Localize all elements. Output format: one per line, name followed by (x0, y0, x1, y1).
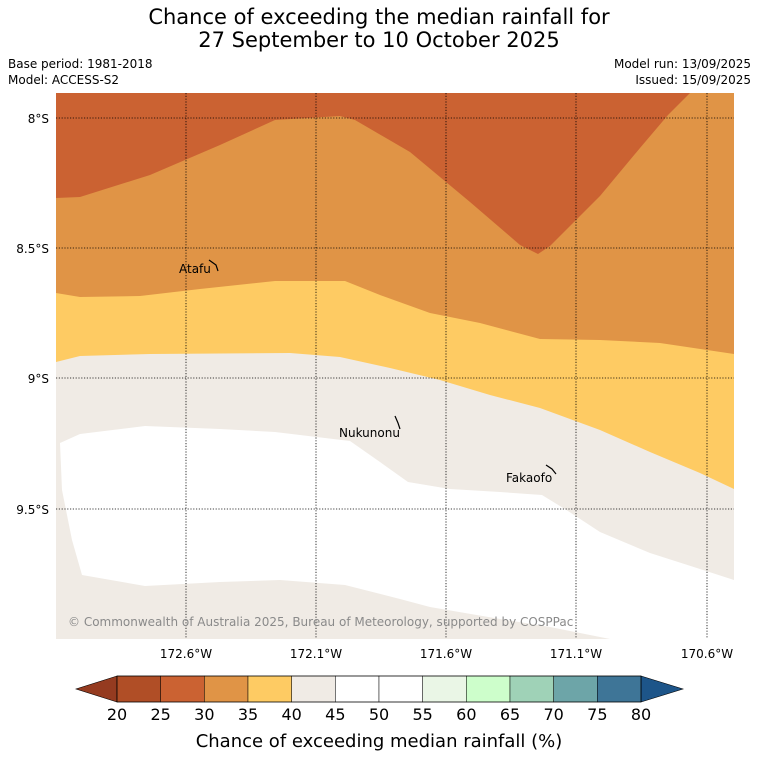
colorbar-segment (291, 675, 336, 703)
colorbar-under-arrow (75, 675, 118, 703)
colorbar-segment (378, 675, 423, 703)
colorbar-tick-label: 30 (194, 705, 214, 724)
place-label-nukunonu: Nukunonu (339, 426, 400, 440)
colorbar-outline (116, 675, 642, 703)
graticule (56, 93, 734, 639)
base-period-text: Base period: 1981-2018 (8, 57, 153, 71)
colorbar-tick-label: 35 (238, 705, 258, 724)
colorbar-segment (509, 675, 554, 703)
place-label-atafu: Atafu (179, 262, 211, 276)
colorbar-segment (160, 675, 205, 703)
colorbar-tick-label: 65 (500, 705, 520, 724)
map-title-line-2: 27 September to 10 October 2025 (198, 28, 560, 52)
lat-label-9s: 9°S (28, 372, 49, 386)
lat-label-8s: 8°S (28, 112, 49, 126)
map-area: Atafu Nukunonu Fakaofo © Commonwealth of… (56, 93, 734, 639)
place-label-fakaofo: Fakaofo (506, 471, 552, 485)
colorbar-segment (597, 675, 642, 703)
colorbar-segment (553, 675, 598, 703)
colorbar-segment (335, 675, 380, 703)
issued-text: Issued: 15/09/2025 (635, 73, 751, 87)
colorbar-tick-label: 55 (412, 705, 432, 724)
colorbar-label: Chance of exceeding median rainfall (%) (196, 731, 563, 752)
lon-label-171-1w: 171.1°W (550, 647, 602, 661)
band-45-55 (60, 426, 734, 639)
fakaofo-island-icon (545, 464, 557, 475)
lat-label-9-5s: 9.5°S (16, 503, 49, 517)
colorbar-segment (247, 675, 292, 703)
model-text: Model: ACCESS-S2 (8, 73, 120, 87)
colorbar-tick-label: 70 (543, 705, 563, 724)
colorbar: 20 25 30 35 40 45 50 55 60 65 70 75 80 Chance of exc… (75, 675, 685, 752)
lat-label-8-5s: 8.5°S (16, 242, 49, 256)
colorbar-over-arrow (640, 675, 685, 703)
colorbar-tick-label: 50 (369, 705, 389, 724)
model-run-text: Model run: 13/09/2025 (613, 57, 751, 71)
nukunonu-island-icon (394, 415, 401, 430)
colorbar-tick-label: 80 (631, 705, 651, 724)
lon-label-170-6w: 170.6°W (681, 647, 733, 661)
colorbar-segment (116, 675, 161, 703)
lon-label-172-6w: 172.6°W (160, 647, 212, 661)
copyright-notice: © Commonwealth of Australia 2025, Bureau… (68, 615, 573, 629)
colorbar-tick-label: 40 (281, 705, 301, 724)
lon-label-171-6w: 171.6°W (420, 647, 472, 661)
colorbar-tick-label: 75 (587, 705, 607, 724)
colorbar-tick-label: 25 (150, 705, 170, 724)
colorbar-tick-label: 60 (456, 705, 476, 724)
colorbar-segment (204, 675, 249, 703)
colorbar-segment (466, 675, 511, 703)
colorbar-tick-label: 20 (107, 705, 127, 724)
map-title-line-1: Chance of exceeding the median rainfall … (148, 5, 610, 29)
colorbar-segment (422, 675, 467, 703)
colorbar-tick-label: 45 (325, 705, 345, 724)
lon-label-172-1w: 172.1°W (290, 647, 342, 661)
atafu-island-icon (208, 259, 219, 272)
